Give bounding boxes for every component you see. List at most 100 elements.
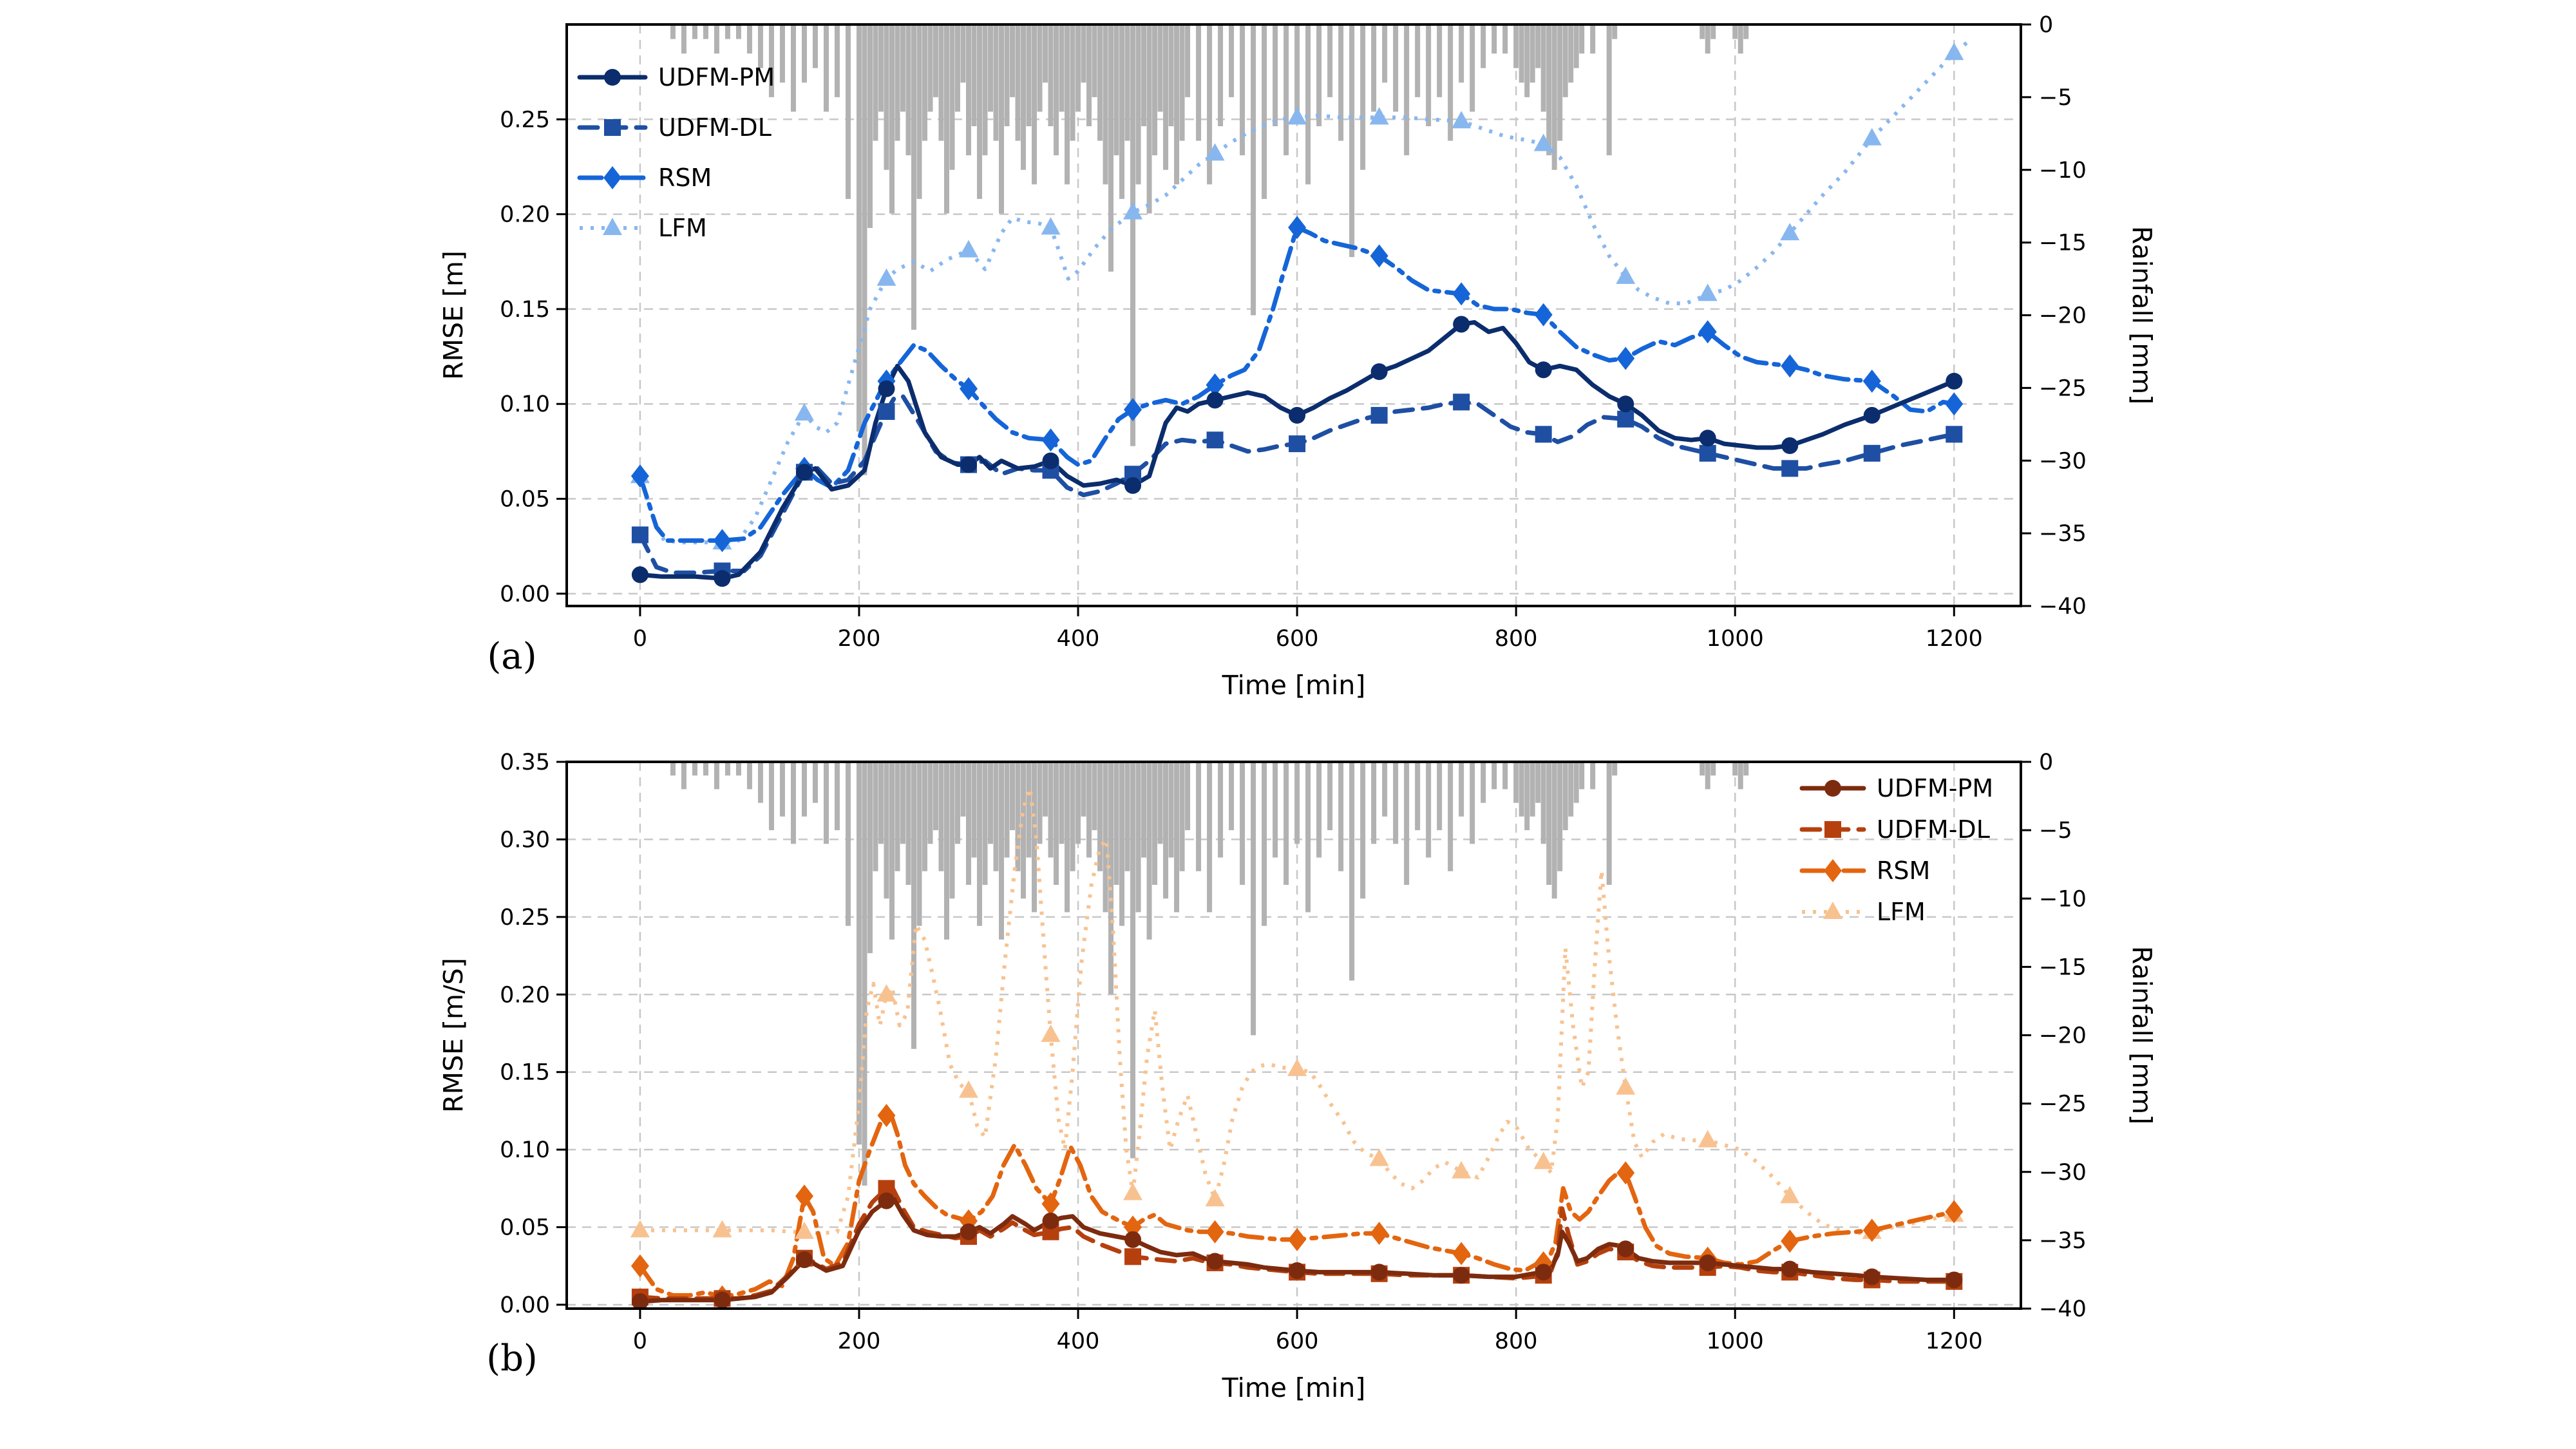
ticks-b [556, 761, 2031, 1319]
diamond-marker [1781, 354, 1799, 378]
circle-marker [1453, 316, 1470, 333]
rain-bar [1513, 24, 1519, 68]
rain-bar [1004, 24, 1010, 127]
rtick-label-a: −30 [2039, 448, 2087, 474]
rain-bar [933, 762, 939, 831]
rain-bar [993, 24, 999, 141]
rain-bar [1700, 24, 1705, 39]
rtick-label-b: 0 [2039, 750, 2053, 775]
rain-bar [1519, 762, 1524, 817]
circle-marker [1453, 1267, 1470, 1284]
diamond-marker [1534, 303, 1553, 327]
rain-bar [856, 762, 862, 1145]
triangle-marker [1616, 1077, 1636, 1095]
rain-bar [812, 24, 818, 68]
rain-bar [1168, 762, 1174, 858]
rain-bar [1168, 24, 1174, 127]
rain-bar [1606, 762, 1612, 886]
rain-bar [1738, 762, 1743, 790]
rain-bar [878, 762, 884, 844]
circle-marker [1124, 477, 1142, 494]
rain-bar [1174, 762, 1180, 913]
xtick-label-b: 1200 [1926, 1329, 1983, 1354]
legend-item-RSM-a: RSM [577, 164, 712, 192]
markers-UDFM-PM-b [631, 1192, 1963, 1309]
line-UDFM-DL-a [638, 393, 1956, 575]
rain-bar [982, 762, 988, 886]
rain-bar [1283, 24, 1289, 156]
circle-marker [878, 380, 895, 397]
rain-bar [1113, 24, 1119, 156]
rain-bar [703, 24, 708, 39]
rain-bar [1119, 24, 1125, 199]
triangle-marker [1698, 283, 1718, 301]
square-marker [1124, 1248, 1142, 1265]
rain-bar [1152, 762, 1158, 886]
triangle-marker [1287, 1058, 1307, 1076]
rain-bar [911, 762, 916, 1049]
rain-bar [1240, 762, 1245, 886]
ytick-label-a: 0.20 [500, 202, 550, 228]
rain-bar [1075, 24, 1081, 112]
rain-bar [1710, 24, 1716, 39]
rain-bar [900, 24, 905, 112]
rain-bar [1124, 24, 1130, 141]
diamond-marker [960, 377, 978, 401]
rain-bar [889, 24, 895, 214]
rain-bar [1152, 24, 1158, 156]
rain-bar [1459, 24, 1464, 83]
rain-bar [944, 762, 950, 940]
rain-bar [1743, 762, 1749, 776]
triangle-marker [1944, 43, 1964, 61]
rain-bar [834, 762, 840, 831]
rain-bar [1240, 24, 1245, 156]
square-marker [1617, 410, 1634, 428]
square-marker [1699, 444, 1716, 462]
rain-bar [1426, 762, 1432, 858]
legend-triangle-icon [603, 218, 622, 235]
diamond-marker [630, 464, 649, 488]
rain-bar [1141, 762, 1147, 858]
triangle-marker [794, 402, 814, 421]
rain-bar [966, 762, 972, 886]
rain-bar [927, 24, 933, 112]
circle-marker [631, 1293, 649, 1309]
rtick-label-b: −30 [2039, 1160, 2087, 1186]
circle-marker [1289, 406, 1306, 424]
ytick-label-a: 0.00 [500, 582, 550, 607]
legend-square-icon [604, 119, 621, 136]
rain-bar [1568, 762, 1574, 817]
rtick-label-b: −35 [2039, 1228, 2087, 1254]
rain-bar [1524, 24, 1530, 97]
rain-bar [933, 24, 939, 97]
rain-bar [1026, 762, 1032, 858]
rain-bar [867, 24, 873, 229]
rain-bar [1535, 24, 1541, 68]
rtick-label-a: −25 [2039, 375, 2087, 401]
rain-bar [1207, 24, 1213, 185]
rain-bar [1349, 24, 1355, 258]
triangle-marker [959, 1080, 979, 1098]
circle-marker [1699, 1254, 1716, 1271]
legend-circle-icon [604, 69, 621, 86]
rtick-label-a: −35 [2039, 521, 2087, 547]
square-marker [1370, 406, 1388, 424]
rain-bar [1338, 24, 1344, 141]
rain-axis-label-b: Rainfall [mm] [2126, 946, 2157, 1124]
rain-bar [1360, 762, 1366, 899]
rain-bar [1513, 762, 1519, 803]
rain-bar [735, 762, 741, 776]
rain-bar [768, 762, 774, 831]
rain-bar [735, 24, 741, 39]
legend-diamond-icon [603, 166, 621, 189]
rain-bar [692, 24, 697, 39]
legend-label: LFM [658, 214, 707, 242]
xtick-label-b: 200 [838, 1329, 881, 1354]
legend-label: RSM [658, 164, 712, 192]
rain-bar [1743, 24, 1749, 39]
rain-bar [768, 24, 774, 97]
rain-bar [746, 762, 752, 790]
rain-bar [1360, 24, 1366, 170]
rain-bar [889, 762, 895, 940]
rain-bar [1426, 24, 1432, 127]
